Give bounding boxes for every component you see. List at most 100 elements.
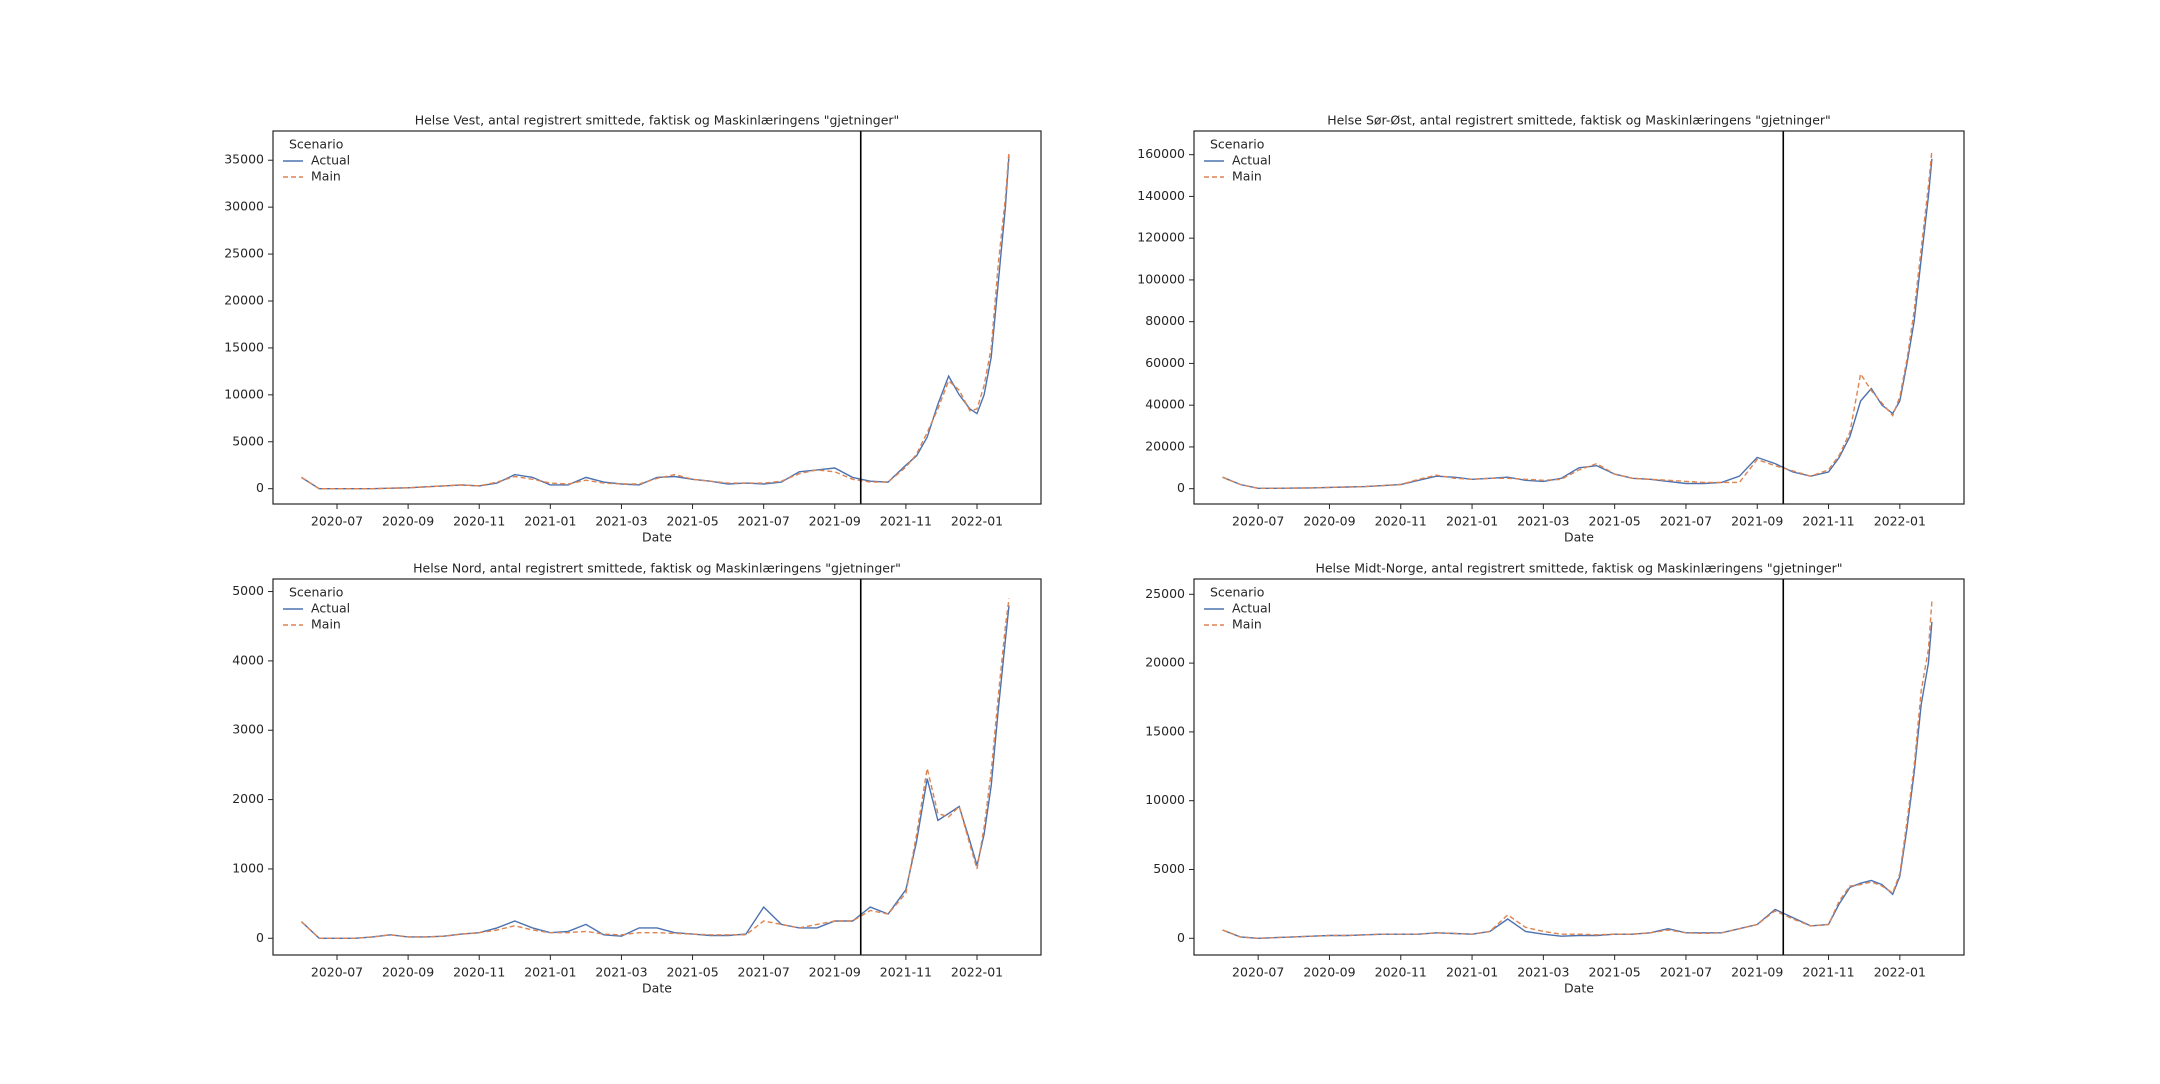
chart-title: Helse Vest, antal registrert smittede, f…: [415, 113, 900, 128]
series-line: [1222, 150, 1933, 489]
x-tick-label: 2021-03: [595, 965, 647, 980]
series-line: [1222, 158, 1933, 489]
x-tick-label: 2021-07: [1660, 965, 1712, 980]
legend-title: Scenario: [1210, 585, 1264, 600]
legend-title: Scenario: [289, 137, 343, 152]
y-tick-label: 0: [1177, 480, 1185, 495]
chart-title: Helse Nord, antal registrert smittede, f…: [413, 561, 901, 576]
x-tick-label: 2021-11: [1802, 514, 1854, 529]
x-tick-label: 2021-07: [738, 965, 790, 980]
y-tick-label: 10000: [1145, 792, 1185, 807]
y-tick-label: 20000: [1145, 438, 1185, 453]
y-tick-label: 30000: [224, 199, 264, 214]
y-tick-label: 1000: [232, 860, 264, 875]
y-tick-label: 20000: [1145, 655, 1185, 670]
x-tick-label: 2021-03: [1517, 965, 1569, 980]
x-tick-label: 2020-07: [311, 514, 363, 529]
series-line: [300, 605, 1010, 939]
x-tick-label: 2020-09: [1303, 514, 1355, 529]
x-tick-label: 2020-07: [311, 965, 363, 980]
x-tick-label: 2021-07: [1660, 514, 1712, 529]
legend-label: Main: [1232, 617, 1262, 632]
x-tick-label: 2021-09: [1731, 514, 1783, 529]
y-tick-label: 5000: [1153, 861, 1185, 876]
x-tick-label: 2021-01: [1446, 514, 1498, 529]
x-tick-label: 2022-01: [1874, 514, 1926, 529]
y-tick-label: 80000: [1145, 313, 1185, 328]
x-tick-label: 2021-05: [666, 514, 718, 529]
axes-frame: [1193, 578, 1965, 956]
x-tick-label: 2020-11: [1375, 965, 1427, 980]
x-tick-label: 2021-05: [1589, 514, 1641, 529]
series-line: [1222, 601, 1933, 940]
axes-frame: [1193, 130, 1965, 505]
x-tick-label: 2022-01: [1874, 965, 1926, 980]
series-line: [1222, 621, 1933, 940]
x-tick-label: 2021-09: [1731, 965, 1783, 980]
legend-label: Main: [311, 617, 341, 632]
legend-title: Scenario: [289, 585, 343, 600]
y-tick-label: 20000: [224, 292, 264, 307]
y-tick-label: 140000: [1137, 188, 1185, 203]
legend-label: Actual: [311, 153, 350, 168]
x-tick-label: 2021-09: [809, 514, 861, 529]
legend-label: Actual: [1232, 153, 1271, 168]
chart-title: Helse Sør-Øst, antal registrert smittede…: [1327, 113, 1831, 128]
y-tick-label: 3000: [232, 722, 264, 737]
axes-frame: [272, 130, 1042, 505]
legend-title: Scenario: [1210, 137, 1264, 152]
y-tick-label: 25000: [224, 246, 264, 261]
x-axis-label: Date: [642, 530, 672, 545]
y-tick-label: 120000: [1137, 230, 1185, 245]
x-axis-label: Date: [642, 981, 672, 996]
x-tick-label: 2021-01: [524, 965, 576, 980]
legend-label: Actual: [1232, 601, 1271, 616]
y-tick-label: 100000: [1137, 271, 1185, 286]
axes-frame: [272, 578, 1042, 956]
x-tick-label: 2022-01: [951, 514, 1003, 529]
x-tick-label: 2021-11: [880, 514, 932, 529]
x-tick-label: 2021-11: [880, 965, 932, 980]
x-axis-label: Date: [1564, 530, 1594, 545]
y-tick-label: 5000: [232, 433, 264, 448]
y-tick-label: 0: [1177, 930, 1185, 945]
x-tick-label: 2021-01: [524, 514, 576, 529]
x-tick-label: 2021-07: [738, 514, 790, 529]
y-tick-label: 2000: [232, 791, 264, 806]
y-tick-label: 4000: [232, 652, 264, 667]
x-tick-label: 2020-09: [382, 965, 434, 980]
y-tick-label: 0: [256, 930, 264, 945]
x-tick-label: 2021-03: [1517, 514, 1569, 529]
y-tick-label: 60000: [1145, 355, 1185, 370]
x-tick-label: 2021-05: [1589, 965, 1641, 980]
x-tick-label: 2021-01: [1446, 965, 1498, 980]
y-tick-label: 5000: [232, 583, 264, 598]
x-axis-label: Date: [1564, 981, 1594, 996]
legend-label: Actual: [311, 601, 350, 616]
legend-label: Main: [1232, 169, 1262, 184]
x-tick-label: 2020-07: [1232, 514, 1284, 529]
x-tick-label: 2021-09: [809, 965, 861, 980]
x-tick-label: 2021-11: [1802, 965, 1854, 980]
chart-title: Helse Midt-Norge, antal registrert smitt…: [1315, 561, 1842, 576]
x-tick-label: 2022-01: [951, 965, 1003, 980]
x-tick-label: 2020-09: [382, 514, 434, 529]
y-tick-label: 40000: [1145, 397, 1185, 412]
series-line: [301, 150, 1010, 490]
y-tick-label: 15000: [1145, 723, 1185, 738]
y-tick-label: 160000: [1137, 146, 1185, 161]
x-tick-label: 2020-09: [1303, 965, 1355, 980]
series-line: [301, 155, 1010, 490]
series-line: [300, 598, 1010, 939]
y-tick-label: 25000: [1145, 586, 1185, 601]
x-tick-label: 2020-11: [453, 514, 505, 529]
x-tick-label: 2020-11: [1375, 514, 1427, 529]
y-tick-label: 10000: [224, 386, 264, 401]
y-tick-label: 0: [256, 480, 264, 495]
x-tick-label: 2020-07: [1232, 965, 1284, 980]
y-tick-label: 15000: [224, 339, 264, 354]
x-tick-label: 2021-05: [666, 965, 718, 980]
legend-label: Main: [311, 169, 341, 184]
